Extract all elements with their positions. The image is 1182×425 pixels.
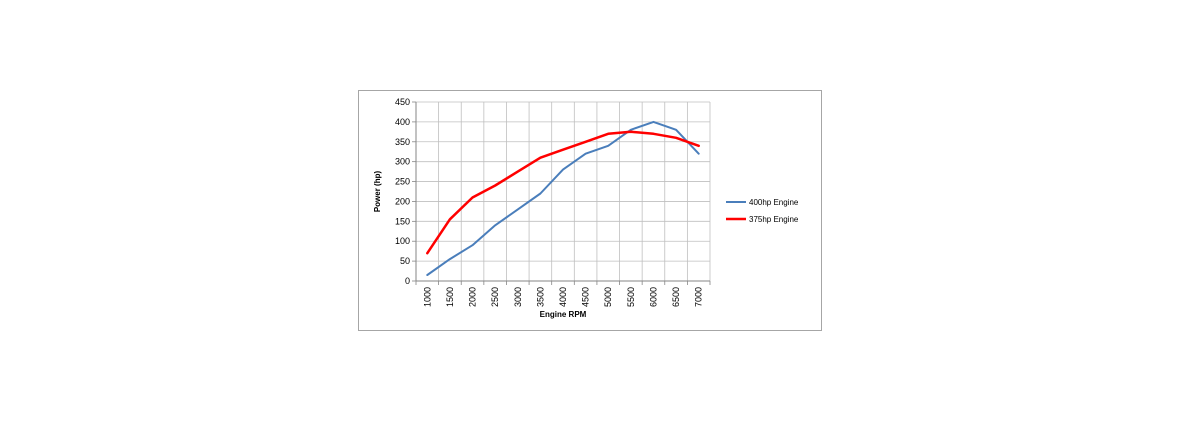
x-tick-label-6000: 6000 (648, 287, 658, 307)
x-tick-label-1500: 1500 (445, 287, 455, 307)
x-tick-label-2500: 2500 (490, 287, 500, 307)
y-tick-labels: 0 50 100 150 200 250 300 350 400 450 (395, 97, 410, 286)
legend: 400hp Engine 375hp Engine (726, 198, 799, 224)
x-tick-label-1000: 1000 (422, 287, 432, 307)
y-tick-label-150: 150 (395, 216, 410, 226)
series-lines (426, 120, 700, 276)
y-tick-label-50: 50 (400, 256, 410, 266)
y-tick-label-200: 200 (395, 196, 410, 206)
x-tick-label-6500: 6500 (671, 287, 681, 307)
y-tick-label-100: 100 (395, 236, 410, 246)
x-tick-label-5500: 5500 (626, 287, 636, 307)
series-line-375hp (426, 130, 700, 255)
x-tick-label-4500: 4500 (581, 287, 591, 307)
y-tick-label-250: 250 (395, 177, 410, 187)
legend-label-400hp: 400hp Engine (749, 198, 799, 207)
y-tick-label-0: 0 (405, 276, 410, 286)
y-axis-title: Power (hp) (373, 171, 382, 213)
x-tick-label-4000: 4000 (558, 287, 568, 307)
legend-label-375hp: 375hp Engine (749, 215, 799, 224)
y-tick-label-400: 400 (395, 117, 410, 127)
x-tick-label-7000: 7000 (694, 287, 704, 307)
x-tick-label-3000: 3000 (513, 287, 523, 307)
power-vs-rpm-chart: 0 50 100 150 200 250 300 350 400 450 1000 1500 2000… (373, 97, 799, 319)
gridlines (416, 101, 711, 281)
y-tick-label-350: 350 (395, 137, 410, 147)
x-tick-labels: 1000 1500 2000 2500 3000 3500 4000 4500 5000 5500… (422, 287, 703, 307)
axes (412, 101, 711, 285)
chart-frame: 0 50 100 150 200 250 300 350 400 450 1000 1500 2000… (358, 90, 822, 331)
x-tick-label-2000: 2000 (468, 287, 478, 307)
y-tick-label-300: 300 (395, 157, 410, 167)
x-tick-label-3500: 3500 (535, 287, 545, 307)
series-line-400hp (426, 120, 700, 276)
x-tick-label-5000: 5000 (603, 287, 613, 307)
x-axis-title: Engine RPM (540, 310, 587, 319)
y-tick-label-450: 450 (395, 97, 410, 107)
